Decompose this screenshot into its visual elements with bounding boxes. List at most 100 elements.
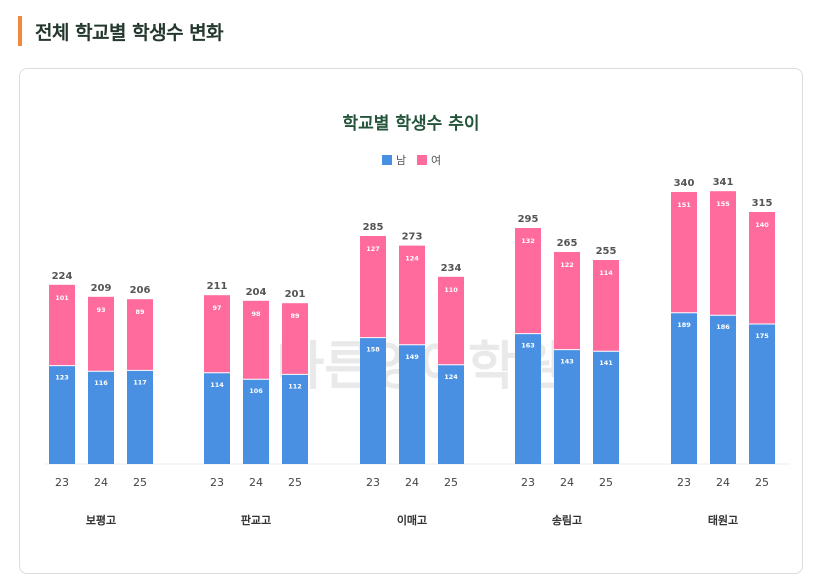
chart-title: 학교별 학생수 추이 [343,114,480,134]
school-label: 이매고 [397,513,427,527]
male-value-label: 116 [94,379,108,387]
school-label: 송림고 [552,514,582,527]
bar-female [399,245,425,345]
total-value-label: 340 [674,178,695,189]
male-value-label: 141 [599,359,613,367]
female-value-label: 140 [755,221,769,229]
bar-female [49,284,75,366]
female-value-label: 101 [55,294,69,302]
bars-layer: 123 101 224 23 116 93 209 24 117 89 206 25 보평고 114 97 2… [49,177,775,527]
total-value-label: 209 [91,283,112,294]
year-tick-label: 23 [521,476,535,489]
bar-female [88,296,114,372]
bar-female [710,191,736,316]
year-tick-label: 24 [249,476,263,489]
male-value-label: 123 [55,374,69,382]
legend-male-label: 남 [396,154,406,167]
bar-male [593,351,619,464]
female-value-label: 89 [135,308,145,316]
female-value-label: 122 [560,261,574,269]
male-value-label: 158 [366,346,380,354]
bar-female [438,276,464,365]
year-tick-label: 25 [755,476,769,489]
male-value-label: 189 [677,321,691,329]
year-tick-label: 24 [405,476,419,489]
year-tick-label: 23 [677,476,691,489]
year-tick-label: 25 [288,476,302,489]
male-value-label: 114 [210,381,224,389]
male-value-label: 175 [755,332,769,340]
bar-female [593,260,619,352]
female-value-label: 93 [96,306,105,314]
bar-male [710,315,736,464]
total-value-label: 255 [596,246,617,257]
total-value-label: 295 [518,214,539,225]
bar-male [127,370,153,464]
female-value-label: 151 [677,201,691,209]
total-value-label: 265 [557,238,578,249]
male-value-label: 149 [405,353,419,361]
male-value-label: 143 [560,358,574,366]
total-value-label: 315 [752,198,773,209]
bar-male [515,333,541,464]
year-tick-label: 23 [210,476,224,489]
total-value-label: 204 [246,287,267,298]
bar-female [243,300,269,380]
male-value-label: 117 [133,378,147,386]
bar-male [88,371,114,464]
male-value-label: 106 [249,387,263,395]
total-value-label: 224 [52,271,73,282]
legend-female-swatch [417,155,427,165]
bar-female [282,303,308,375]
total-value-label: 273 [402,232,423,243]
bar-male [671,312,697,464]
bar-male [749,324,775,464]
year-tick-label: 23 [366,476,380,489]
female-value-label: 127 [366,245,380,253]
bar-male [554,349,580,464]
total-value-label: 341 [713,177,734,188]
bar-male [438,364,464,464]
female-value-label: 89 [290,312,300,320]
bar-female [360,236,386,338]
school-label: 판교고 [241,513,271,527]
bar-male [360,337,386,464]
male-value-label: 163 [521,342,535,350]
bar-male [49,365,75,464]
female-value-label: 97 [212,304,221,312]
legend-female-label: 여 [431,154,441,167]
bar-female [554,252,580,350]
section-title: 전체 학교별 학생수 변화 [35,21,224,44]
bar-female [671,192,697,313]
year-tick-label: 25 [133,476,147,489]
legend: 남 여 [382,154,441,167]
year-tick-label: 24 [94,476,108,489]
bar-female [515,228,541,334]
bar-female [749,212,775,324]
bar-female [127,299,153,371]
bar-male [282,374,308,464]
legend-male-swatch [382,155,392,165]
section-accent-bar [18,16,22,46]
year-tick-label: 24 [716,476,730,489]
total-value-label: 201 [285,289,306,300]
bar-male [243,379,269,464]
bar-male [399,344,425,464]
year-tick-label: 25 [444,476,458,489]
school-label: 보평고 [86,513,116,527]
section-header: 전체 학교별 학생수 변화 [18,16,224,46]
female-value-label: 98 [251,310,261,318]
school-label: 태원고 [708,513,738,527]
bar-male [204,372,230,464]
year-tick-label: 23 [55,476,69,489]
total-value-label: 234 [441,263,462,274]
female-value-label: 155 [716,200,730,208]
total-value-label: 285 [363,222,384,233]
male-value-label: 112 [288,382,302,390]
female-value-label: 110 [444,286,458,294]
female-value-label: 132 [521,237,535,245]
female-value-label: 124 [405,255,419,263]
male-value-label: 124 [444,373,458,381]
total-value-label: 206 [130,285,151,296]
